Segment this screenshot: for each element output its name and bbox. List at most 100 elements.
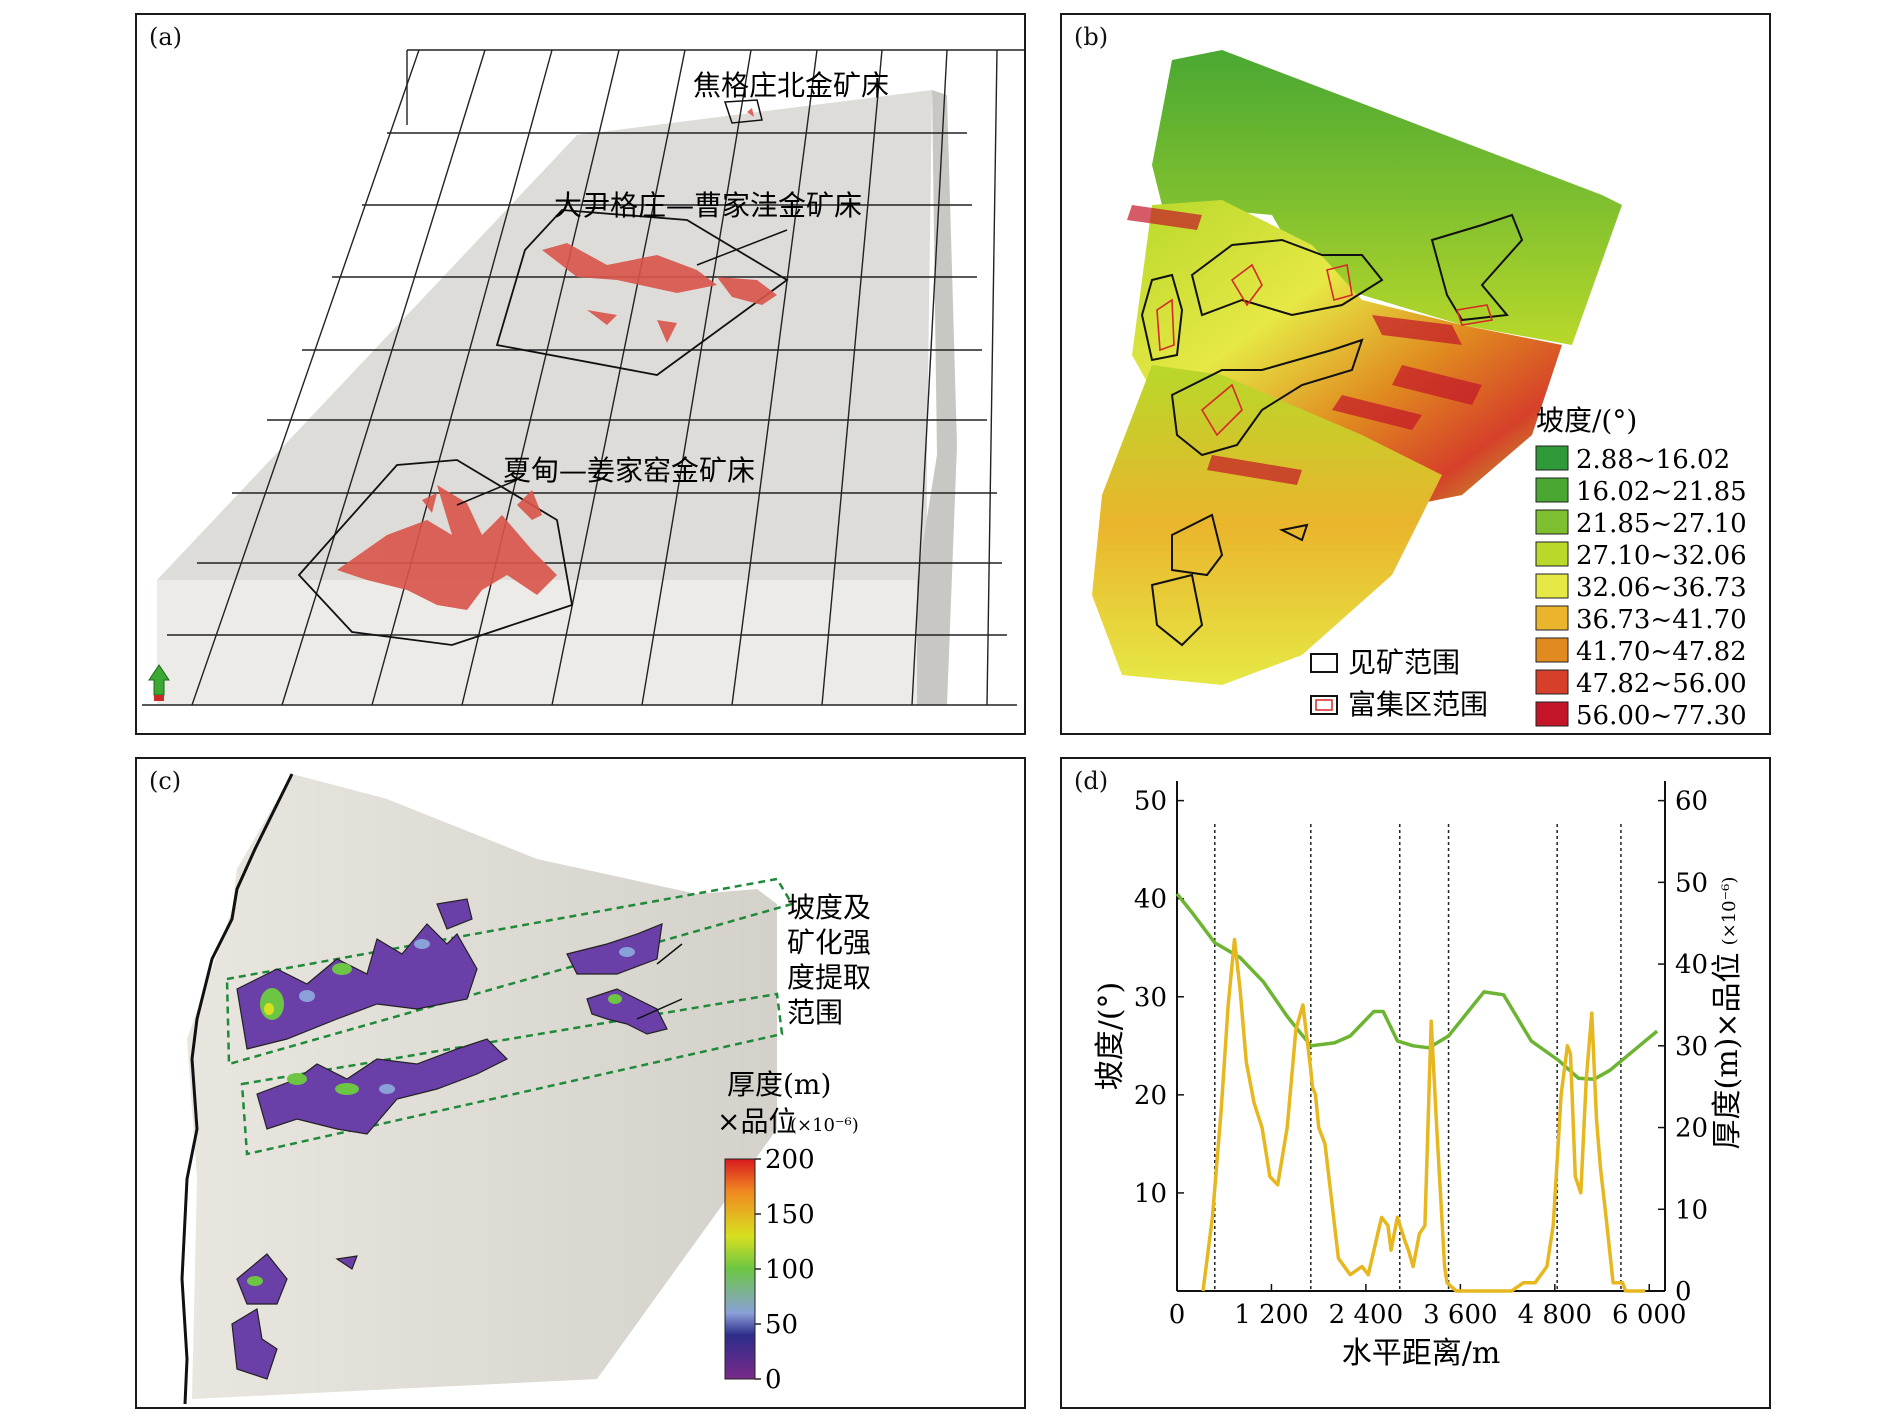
y-axis-right-label-group: 厚度(m)×品位 (×10⁻⁶) (1710, 877, 1745, 1150)
map-north-block (1152, 50, 1622, 345)
slab-top-face (157, 90, 932, 580)
map-south-block (1092, 365, 1442, 685)
x-tick-label-5: 6 000 (1612, 1300, 1686, 1330)
boundary-legend-black-swatch (1310, 653, 1338, 673)
label-dayingezhuang: 大尹格庄—曹家洼金矿床 (554, 189, 862, 222)
slope-legend-swatch-4 (1535, 573, 1569, 599)
colorbar-title-2: ×品位 (717, 1105, 796, 1138)
panel-d-label: (d) (1074, 767, 1109, 795)
y-left-tick-label-1: 20 (1134, 1081, 1167, 1111)
x-tick-label-2: 2 400 (1329, 1300, 1403, 1330)
panel-b-label: (b) (1074, 23, 1109, 51)
y-right-tick-label-1: 10 (1675, 1195, 1708, 1225)
leader-dayingezhuang (696, 229, 788, 266)
colorbar (724, 1158, 756, 1380)
slope-legend-swatch-5 (1535, 605, 1569, 631)
boundary-legend-red-swatch (1310, 695, 1338, 715)
slope-mineralization-chart: 0 1 200 2 400 3 600 4 800 6 000 10 20 30 40 50 0 10 2… (1093, 781, 1745, 1371)
y-left-tick-label-3: 40 (1134, 885, 1167, 915)
ore-bodies (337, 108, 777, 610)
y-right-tick-label-4: 40 (1675, 950, 1708, 980)
y-right-tick-label-5: 50 (1675, 868, 1708, 898)
colorbar-unit: (×10⁻⁶) (790, 1115, 859, 1136)
boundary-legend-black-label: 见矿范围 (1348, 646, 1460, 679)
slope-legend-label-8: 56.00~77.30 (1576, 701, 1747, 731)
panel-a-3d-view: 焦格庄北金矿床 大尹格庄—曹家洼金矿床 夏甸—姜家窑金矿床 (142, 49, 1024, 706)
slope-legend: 2.88~16.0216.02~21.8521.85~27.1027.10~32… (1535, 445, 1747, 731)
slope-legend-swatch-8 (1535, 701, 1569, 727)
colorbar-tick-label-1: 150 (765, 1200, 815, 1230)
annotation-line-4: 范围 (787, 996, 843, 1029)
high-grade-spots (247, 939, 635, 1286)
slope-legend-swatch-0 (1535, 445, 1569, 471)
grid-frame (142, 49, 1024, 706)
x-tick-label-4: 4 800 (1518, 1300, 1592, 1330)
x-tick-label-3: 3 600 (1423, 1300, 1497, 1330)
boundary-legend-red-label: 富集区范围 (1348, 688, 1488, 721)
ore-outlines (1140, 213, 1524, 647)
annotation-leader-2 (636, 998, 683, 1020)
red-bands (1127, 205, 1482, 485)
x-tick-label-1: 1 200 (1234, 1300, 1308, 1330)
y-right-tick-label-6: 60 (1675, 787, 1708, 817)
y-left-tick-label-0: 10 (1134, 1179, 1167, 1209)
slope-legend-swatch-1 (1535, 477, 1569, 503)
terrain-surface (187, 774, 777, 1399)
series-line-0 (1175, 892, 1659, 1081)
series-line-1 (1201, 937, 1646, 1293)
colorbar-title-1: 厚度(m) (727, 1068, 831, 1101)
panel-a-label: (a) (149, 23, 183, 51)
label-xiadian: 夏甸—姜家窑金矿床 (503, 454, 755, 487)
panel-c-label: (c) (149, 767, 182, 795)
panel-c: (c) (135, 757, 1026, 1409)
slope-legend-swatch-6 (1535, 637, 1569, 663)
colorbar-tick-label-0: 200 (765, 1145, 815, 1175)
slope-legend-swatch-7 (1535, 669, 1569, 695)
slope-legend-title: 坡度/(°) (1536, 404, 1637, 437)
panel-d: (d) 0 1 200 2 400 3 600 4 800 6 000 10 20 30 40 50… (1060, 757, 1771, 1409)
label-jiaogezhuang: 焦格庄北金矿床 (693, 69, 889, 102)
y-right-tick-label-2: 20 (1675, 1114, 1708, 1144)
y-right-tick-label-0: 0 (1675, 1277, 1692, 1307)
panel-a: (a) (135, 13, 1026, 735)
outline-jiaogezhuang (723, 99, 763, 124)
slope-legend-swatch-2 (1535, 509, 1569, 535)
x-tick-label-0: 0 (1169, 1300, 1186, 1330)
north-arrow-icon (148, 664, 170, 701)
extraction-zone-upper (225, 877, 794, 1066)
panel-b: (b) (1060, 13, 1771, 735)
outline-dayingezhuang (495, 209, 789, 376)
colorbar-tick-label-4: 0 (765, 1365, 782, 1395)
y-axis-right-unit: (×10⁻⁶) (1719, 877, 1740, 946)
y-right-tick-label-3: 30 (1675, 1032, 1708, 1062)
outline-xiadian (297, 459, 574, 646)
terrain-edge-line (180, 773, 294, 1405)
slab-side-face (917, 90, 957, 705)
annotation-line-2: 矿化强 (787, 926, 871, 959)
boundary-legend-red-inner (1315, 699, 1333, 711)
y-left-tick-label-2: 30 (1134, 983, 1167, 1013)
y-axis-left-label: 坡度/(°) (1093, 982, 1128, 1091)
annotation-leader-1 (656, 943, 683, 965)
slope-legend-label-4: 32.06~36.73 (1576, 573, 1747, 603)
slope-legend-label-5: 36.73~41.70 (1576, 605, 1747, 635)
annotation-line-3: 度提取 (787, 961, 871, 994)
colorbar-tick-label-3: 50 (765, 1310, 798, 1340)
slope-legend-label-0: 2.88~16.02 (1576, 445, 1730, 475)
slope-legend-label-3: 27.10~32.06 (1576, 541, 1747, 571)
slope-legend-swatch-3 (1535, 541, 1569, 567)
y-left-tick-label-4: 50 (1134, 787, 1167, 817)
y-axis-right-label: 厚度(m)×品位 (1710, 953, 1745, 1150)
colorbar-ticks: 200 150 100 50 0 (755, 1145, 815, 1395)
slope-legend-label-1: 16.02~21.85 (1576, 477, 1747, 507)
panel-c-mineralization-map: 坡度及 矿化强 度提取 范围 厚度(m) ×品位 (×10⁻⁶) 200 150 1… (180, 773, 871, 1405)
enrichment-outlines (1156, 263, 1494, 437)
slope-legend-label-6: 41.70~47.82 (1576, 637, 1747, 667)
colorbar-tick-label-2: 100 (765, 1255, 815, 1285)
slope-legend-label-7: 47.82~56.00 (1576, 669, 1747, 699)
leader-xiadian (456, 479, 518, 506)
x-axis-label: 水平距离/m (1342, 1336, 1501, 1371)
slope-legend-label-2: 21.85~27.10 (1576, 509, 1747, 539)
annotation-line-1: 坡度及 (787, 891, 871, 924)
extraction-zone-lower (240, 992, 784, 1156)
